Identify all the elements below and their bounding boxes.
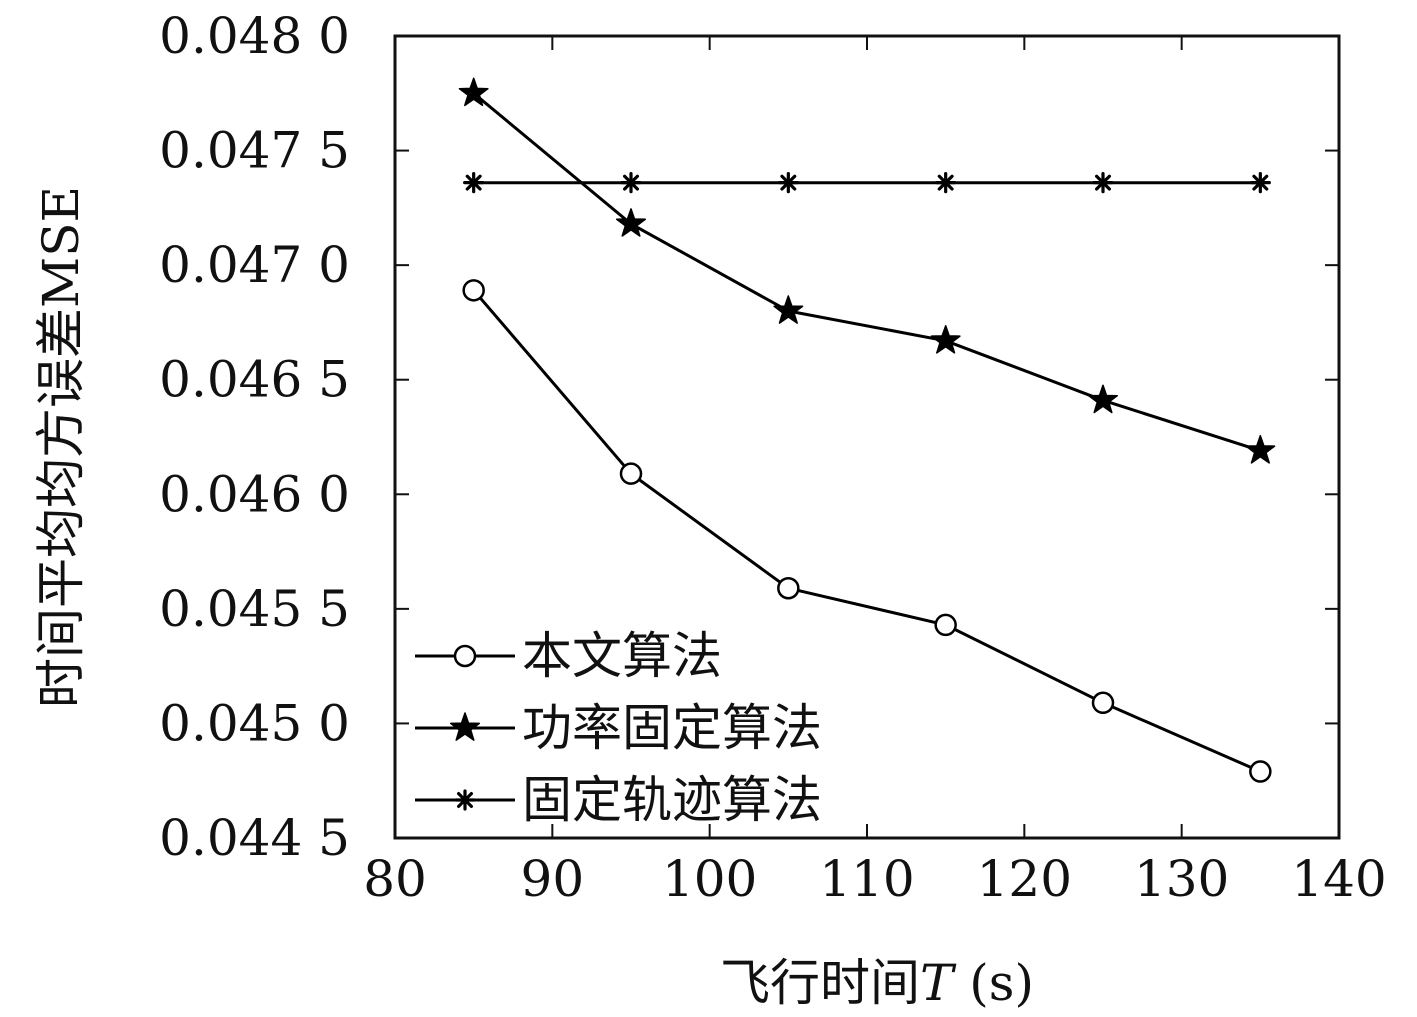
x-tick-label: 100	[662, 850, 757, 908]
star-marker	[773, 295, 804, 324]
circle-marker	[934, 613, 957, 637]
y-axis-title: 时间平均均方误差MSE	[32, 186, 90, 708]
circle-marker	[619, 462, 643, 485]
y-tick-label: 0.047 5	[159, 122, 350, 180]
asterisk-marker	[1092, 172, 1114, 194]
asterisk-marker	[935, 172, 957, 194]
asterisk-marker	[620, 172, 642, 194]
series-line	[472, 289, 1261, 773]
x-tick-label: 130	[1134, 850, 1229, 908]
legend-entry: 固定轨迹算法	[415, 771, 822, 829]
circle-marker	[462, 279, 485, 302]
star-marker	[458, 77, 489, 107]
y-tick-label: 0.044 5	[159, 809, 350, 867]
legend-label: 固定轨迹算法	[522, 771, 822, 829]
series-line	[472, 92, 1261, 453]
star-marker	[930, 325, 961, 354]
x-tick-label: 140	[1291, 850, 1386, 908]
legend-entry: 本文算法	[415, 627, 722, 685]
series-2	[458, 77, 1276, 464]
x-axis-title-prefix: 飞行时间	[720, 954, 920, 1012]
circle-marker	[1249, 760, 1272, 783]
y-tick-label: 0.046 0	[159, 465, 350, 523]
x-axis-title: 飞行时间T (s)	[720, 954, 1034, 1012]
asterisk-marker	[454, 789, 476, 811]
star-marker	[449, 712, 481, 741]
asterisk-marker	[777, 172, 799, 194]
y-tick-label: 0.046 5	[159, 351, 350, 409]
circle-marker	[453, 644, 477, 668]
asterisk-marker	[1249, 172, 1271, 194]
x-tick-label: 110	[819, 850, 914, 908]
legend-entry: 功率固定算法	[415, 699, 822, 757]
x-tick-label: 90	[521, 850, 585, 908]
asterisk-marker	[463, 172, 485, 194]
legend-label: 本文算法	[522, 627, 722, 685]
series-layer	[458, 77, 1276, 783]
series-3	[463, 172, 1271, 194]
axis-ticks: 80 90 100 110 120 130 140 0.044 5 0.045 0 0.045 5…	[159, 7, 1387, 908]
y-tick-label: 0.045 5	[159, 580, 350, 638]
star-marker	[615, 208, 647, 237]
x-axis-title-variable: T	[920, 954, 957, 1012]
series-1	[462, 279, 1272, 783]
x-axis-title-unit: (s)	[953, 954, 1034, 1012]
y-tick-label: 0.047 0	[159, 236, 350, 294]
x-tick-label: 80	[363, 850, 427, 908]
y-tick-label: 0.048 0	[159, 7, 350, 65]
x-tick-label: 120	[977, 850, 1072, 908]
star-marker	[1245, 434, 1276, 464]
circle-marker	[1091, 691, 1115, 715]
circle-marker	[777, 576, 800, 600]
legend-label: 功率固定算法	[522, 699, 822, 757]
star-marker	[1087, 384, 1119, 414]
y-tick-label: 0.045 0	[159, 694, 350, 752]
